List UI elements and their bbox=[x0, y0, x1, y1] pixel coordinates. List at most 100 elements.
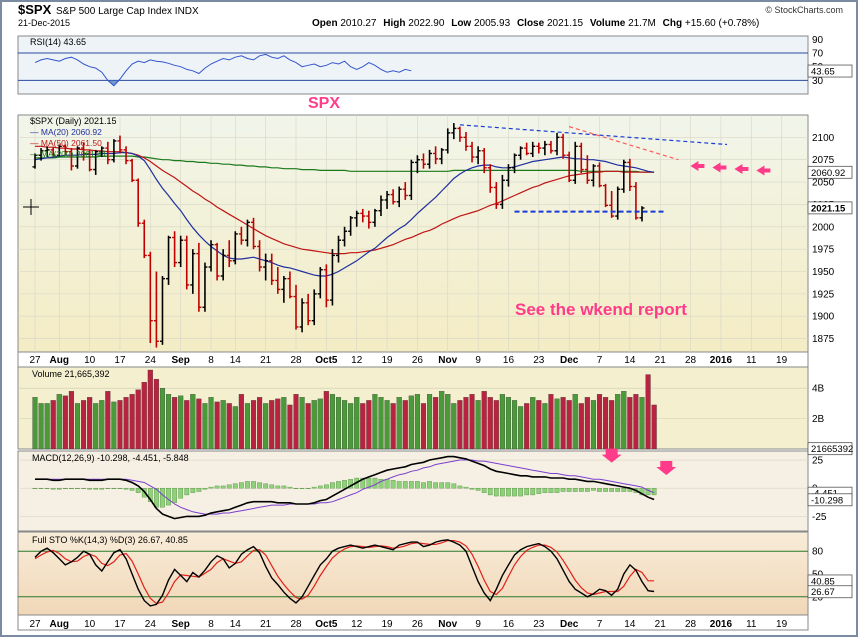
volume-bar bbox=[408, 395, 414, 450]
macd-histogram-bar bbox=[342, 480, 347, 489]
rsi-tick-label: 90 bbox=[812, 35, 824, 46]
ma20-line bbox=[34, 152, 655, 277]
watermark: © StockCharts.com bbox=[765, 5, 843, 15]
volume-bar bbox=[208, 397, 214, 450]
price-bar bbox=[117, 135, 123, 154]
x-tick-label: 26 bbox=[412, 355, 424, 366]
macd-histogram-bar bbox=[493, 488, 499, 497]
sto-tick-label: 80 bbox=[812, 547, 824, 558]
x-tick-label: 19 bbox=[776, 355, 788, 366]
volume-bar bbox=[615, 394, 621, 450]
price-bar bbox=[62, 144, 68, 156]
x-tick-label: 27 bbox=[29, 619, 41, 630]
price-bar bbox=[360, 208, 366, 223]
volume-bar bbox=[81, 400, 87, 450]
macd-histogram-bar bbox=[542, 488, 548, 493]
price-bar bbox=[590, 164, 596, 187]
x-tick-label: 16 bbox=[503, 355, 515, 366]
volume-bar bbox=[68, 391, 74, 450]
crosshair-icon bbox=[23, 199, 39, 215]
open-label: Open bbox=[312, 18, 338, 29]
macd-histogram-bar bbox=[275, 485, 281, 489]
x-tick-label: Dec bbox=[560, 619, 579, 630]
volume-bar bbox=[372, 394, 378, 450]
macd-histogram-bar bbox=[421, 482, 426, 489]
x-tick-label: Nov bbox=[438, 619, 457, 630]
price-bar bbox=[196, 242, 202, 312]
volume-bar bbox=[32, 397, 38, 450]
x-tick-label: 8 bbox=[208, 355, 214, 366]
volume-bar bbox=[493, 400, 499, 450]
x-tick-label: 27 bbox=[29, 355, 41, 366]
macd-histogram-bar bbox=[348, 479, 353, 489]
ohlc-summary: Open 2010.27 High 2022.90 Low 2005.93 Cl… bbox=[312, 18, 759, 29]
x-tick-label: Nov bbox=[438, 355, 457, 366]
x-tick-label: 28 bbox=[290, 619, 302, 630]
macd-histogram-bar bbox=[433, 482, 438, 489]
price-ma-value-box bbox=[807, 165, 853, 179]
volume-bar bbox=[402, 400, 408, 450]
open-value: 2010.27 bbox=[340, 18, 377, 29]
rsi-current-value: 43.65 bbox=[811, 67, 835, 78]
price-bar bbox=[348, 216, 354, 236]
volume-bar bbox=[518, 406, 524, 450]
macd-histogram-bar bbox=[50, 488, 56, 490]
volume-value: 21.7M bbox=[628, 18, 656, 29]
ma20-value: 2060.92 bbox=[71, 127, 102, 137]
macd-arrow-icon bbox=[656, 461, 677, 476]
volume-bar bbox=[244, 403, 251, 450]
volume-bar bbox=[141, 382, 147, 450]
volume-bar bbox=[190, 394, 196, 450]
xaxis-strip-bottom bbox=[17, 614, 809, 631]
volume-bar bbox=[572, 394, 578, 450]
macd-histogram-bar bbox=[117, 488, 123, 489]
price-bar bbox=[68, 148, 74, 171]
x-tick-label: 12 bbox=[351, 355, 363, 366]
macd-title: MACD(12,26,9) -10.298, -4.451, -5.848 bbox=[32, 453, 189, 463]
macd-histogram-bar bbox=[75, 488, 80, 489]
macd-histogram-bar bbox=[257, 482, 262, 489]
price-bar bbox=[87, 149, 93, 172]
volume-bar bbox=[621, 391, 627, 450]
macd-histogram-bar bbox=[378, 479, 384, 489]
volume-bar bbox=[627, 397, 633, 450]
volume-bar bbox=[396, 397, 402, 450]
price-bar bbox=[299, 298, 305, 333]
price-bar bbox=[214, 242, 220, 281]
macd-histogram-bar bbox=[208, 486, 214, 489]
volume-bar bbox=[281, 397, 287, 450]
volume-bar bbox=[202, 403, 208, 450]
volume-bar bbox=[469, 394, 475, 450]
volume-bar bbox=[390, 403, 396, 450]
volume-bar bbox=[348, 403, 354, 450]
volume-bar bbox=[603, 397, 609, 450]
volume-bar bbox=[354, 397, 360, 450]
price-bar bbox=[257, 240, 263, 272]
volume-tick-label: 4B bbox=[812, 384, 825, 395]
volume-bar bbox=[184, 400, 190, 450]
macd-histogram-bar bbox=[651, 488, 657, 496]
volume-bar bbox=[590, 400, 596, 450]
price-bar bbox=[354, 210, 360, 227]
price-tick-label: 2100 bbox=[812, 133, 835, 144]
macd-value: -10.298 bbox=[811, 495, 843, 506]
volume-bar bbox=[153, 378, 159, 450]
price-bar bbox=[166, 235, 172, 285]
macd-value-box bbox=[807, 493, 853, 507]
volume-bar bbox=[74, 403, 81, 450]
price-bar bbox=[202, 262, 208, 312]
volume-bar bbox=[481, 391, 487, 450]
volume-bar bbox=[530, 397, 536, 450]
sto-title: Full STO %K(14,3) %D(3) 26.67, 40.85 bbox=[32, 535, 188, 545]
price-bar bbox=[530, 141, 536, 158]
volume-bar bbox=[475, 400, 481, 450]
price-bar bbox=[323, 264, 329, 308]
price-bar bbox=[584, 155, 590, 184]
macd-histogram-bar bbox=[269, 484, 275, 489]
annotation-arrow-icon bbox=[690, 160, 705, 171]
price-ma-value: 2060.92 bbox=[811, 168, 845, 179]
x-tick-label: 23 bbox=[533, 355, 545, 366]
price-bar bbox=[396, 186, 402, 208]
volume-bar bbox=[323, 391, 329, 450]
